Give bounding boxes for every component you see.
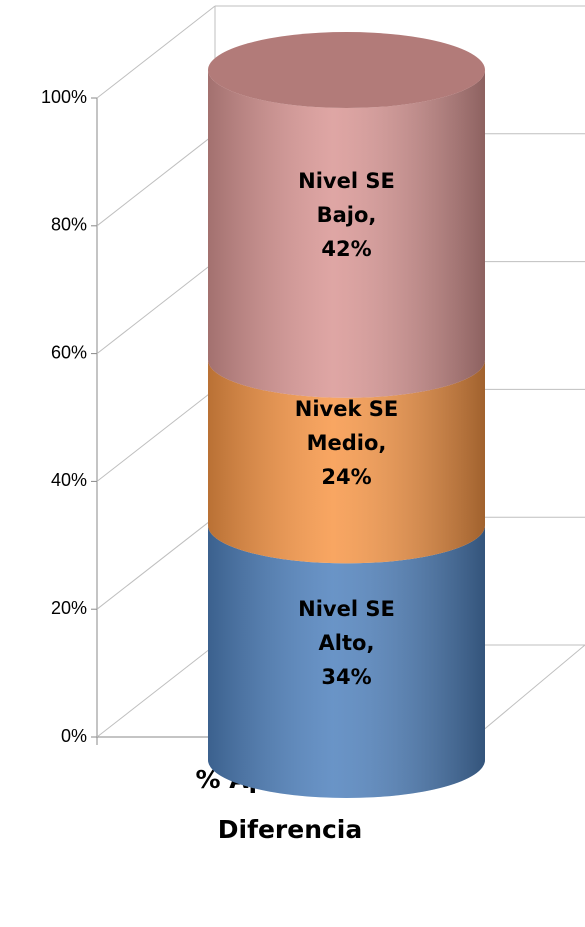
- y-tick-label: 100%: [41, 87, 87, 107]
- data-label-box: Nivel SE Bajo, 42%: [272, 164, 422, 266]
- y-tick-label: 0%: [61, 726, 87, 746]
- data-label-name: Nivel SE Alto: [298, 596, 395, 655]
- grid-diagonal: [96, 261, 216, 354]
- data-label-text: Nivel SE Bajo, 42%: [291, 164, 403, 266]
- grid-diagonal: [96, 133, 216, 227]
- data-label: Nivek SE Medio, 24%: [272, 392, 422, 494]
- data-label-text: Nivek SE Medio, 24%: [291, 392, 403, 494]
- cylinder-top-shade: [208, 32, 485, 108]
- data-label: Nivel SE Alto, 34%: [272, 592, 422, 694]
- data-label-name: Nivel SE Bajo: [298, 168, 395, 227]
- bar: [208, 359, 485, 564]
- data-label-value: 42%: [321, 236, 372, 261]
- data-label-text: Nivel SE Alto, 34%: [291, 592, 403, 694]
- data-label: Nivel SE Bajo, 42%: [272, 164, 422, 266]
- bar: [208, 525, 485, 798]
- grid-diagonal: [96, 644, 216, 738]
- cylinder-shade: [208, 525, 485, 798]
- grid-diagonal: [96, 516, 216, 610]
- floor-right: [474, 644, 585, 738]
- data-label-box: Nivel SE Alto, 34%: [272, 592, 422, 694]
- data-label-separator: ,: [366, 630, 375, 655]
- data-label-box: Nivek SE Medio,24%: [272, 392, 422, 494]
- cylinder-top: [208, 32, 485, 108]
- bar: [208, 32, 485, 398]
- y-tick-label: 20%: [51, 598, 87, 618]
- data-label-value: 34%: [321, 664, 372, 689]
- data-label-separator: ,: [378, 430, 387, 455]
- data-label-name: Nivek SE Medio: [294, 396, 399, 455]
- y-tick-label: 40%: [51, 470, 87, 490]
- grid-diagonal: [96, 389, 216, 482]
- grid-line: [96, 5, 585, 99]
- grid-diagonal: [96, 5, 216, 99]
- y-tick-label: 80%: [51, 215, 87, 235]
- cylinder-shade: [208, 359, 485, 564]
- cylinder-shade: [208, 70, 485, 398]
- y-tick-label: 60%: [51, 342, 87, 362]
- data-label-value: 24%: [321, 464, 372, 489]
- data-label-separator: ,: [368, 202, 377, 227]
